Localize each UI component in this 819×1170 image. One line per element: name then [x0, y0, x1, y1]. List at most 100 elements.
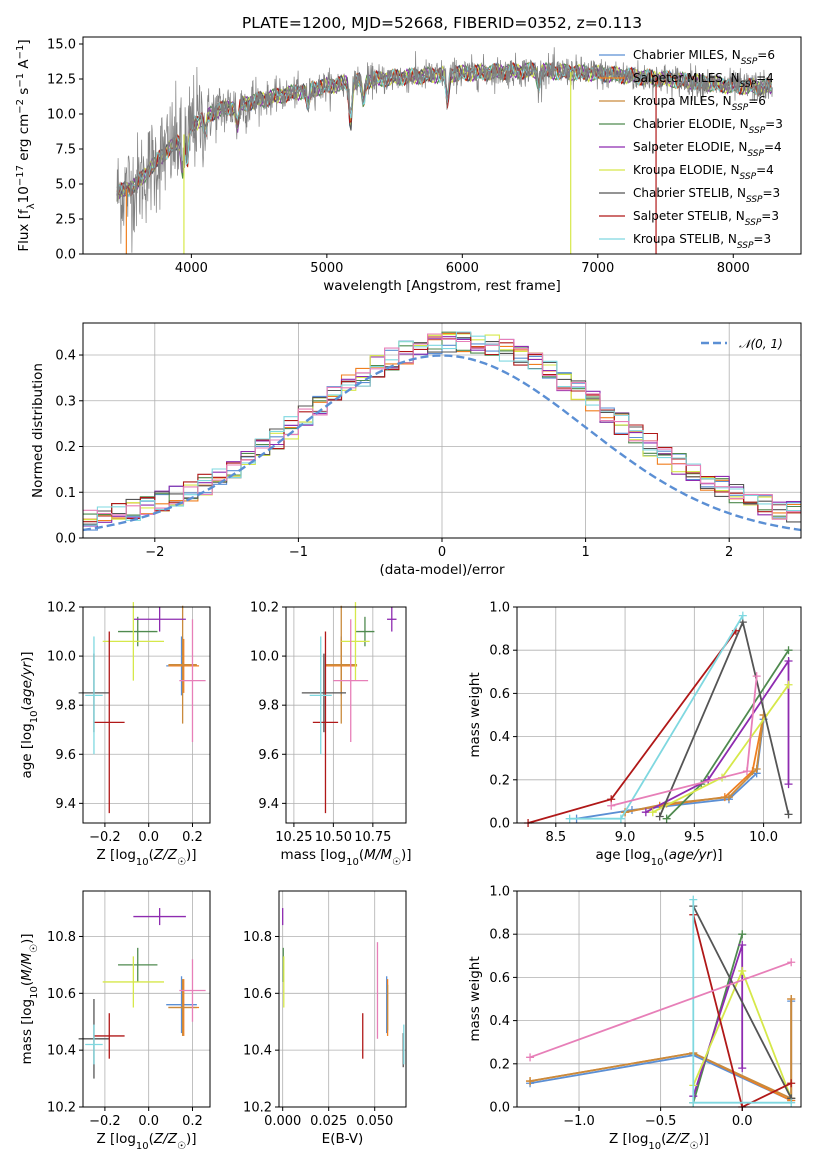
mass-weight-marker — [752, 672, 761, 681]
legend-sub: SSP — [747, 149, 764, 159]
spectrum-axes: 4000 5000 6000 7000 8000 0.0 2.5 5.0 7.5 10.0 12.5… — [15, 36, 802, 294]
errorbar-point — [133, 908, 186, 926]
mass-vs-Z-panel: −0.2 0.0 0.210.210.410.610.8Z [log10(Z/Z☉)… — [19, 890, 211, 1152]
weight-vs-Z-marks — [526, 895, 796, 1111]
label-part: ( — [663, 847, 668, 863]
x-tick-label: 4000 — [175, 261, 208, 276]
label-part: ☉ — [29, 944, 40, 953]
label-part: wavelength [Angstrom, rest frame] — [323, 278, 561, 294]
mass-weight-marker — [724, 793, 733, 802]
y-tick-label: 10.4 — [47, 1044, 76, 1059]
y-tick-label: 12.5 — [47, 73, 76, 88]
mass-weight-marker — [787, 995, 796, 1003]
label-part: age [log — [595, 847, 650, 863]
mass-vs-ebv-panel: 0.000 0.025 0.050 10.2 10.4 10.6 10.8 E(B-V) — [243, 890, 407, 1147]
residual-hist-axes: −2 −1 0 1 2 0.0 0.1 0.2 0.3 0.4 𝒩(0, 1) (data-model… — [30, 322, 802, 578]
legend-entry: Kroupa STELIB, NSSP=3 — [633, 232, 771, 251]
y-tick-label: 1.0 — [489, 601, 510, 616]
x-tick-label: 7000 — [581, 261, 614, 276]
label-part: s — [16, 88, 32, 99]
legend-text: Chabrier ELODIE, N — [633, 117, 749, 131]
y-tick-label: 0.3 — [55, 394, 76, 409]
y-tick-label: 10.2 — [243, 1101, 272, 1116]
y-axis-label: mass [log10(M/M☉)] — [19, 933, 40, 1064]
residual-hist-panel: −2 −1 0 1 2 0.0 0.1 0.2 0.3 0.4 𝒩(0, 1) (data-model… — [30, 322, 802, 578]
mass-weight-marker — [742, 767, 751, 776]
y-tick-label: 9.6 — [55, 748, 76, 763]
mass-weight-line — [529, 999, 793, 1100]
x-axis-label: mass [log10(M/M☉)] — [280, 847, 411, 868]
x-tick-label: −1 — [289, 545, 308, 560]
y-tick-label: 0.0 — [489, 817, 510, 832]
x-tick-label: −1.0 — [563, 1114, 595, 1129]
y-tick-label: 5.0 — [55, 178, 76, 193]
mass-weight-marker — [607, 801, 616, 810]
mass-weight-marker — [738, 930, 747, 939]
label-part: ☉ — [177, 857, 186, 868]
x-tick-label: 6000 — [446, 261, 479, 276]
mass-weight-marker — [662, 814, 671, 823]
y-tick-label: 2.5 — [55, 213, 76, 228]
y-tick-label: 0.4 — [55, 349, 76, 364]
label-part: (data-model)/error — [379, 562, 505, 578]
weight-vs-Z-panel: −1.0 −0.5 0.0 0.0 0.2 0.4 0.6 0.8 1.0 Z [log10(Z/… — [467, 885, 802, 1152]
gaussian-curve — [82, 354, 802, 532]
x-tick-label: 10.50 — [315, 830, 352, 845]
legend-text: =3 — [765, 117, 783, 131]
plot-layer: 4000 5000 6000 7000 80000.02.55.07.510.012.5… — [15, 36, 802, 1152]
legend-entry: Chabrier MILES, NSSP=6 — [633, 48, 775, 67]
y-tick-label: 9.6 — [258, 748, 279, 763]
y-tick-label: 0.1 — [55, 486, 76, 501]
y-tick-label: 0.0 — [489, 1101, 510, 1116]
legend-entry: Kroupa MILES, NSSP=6 — [633, 94, 766, 113]
x-tick-label: 0.025 — [310, 1114, 347, 1129]
y-axis-label: Flux [fλ10−17 erg cm−2 s−1 A−1] — [15, 39, 37, 251]
y-tick-label: 0.6 — [489, 687, 510, 702]
errorbar-point — [93, 1013, 125, 1059]
age-vs-mass-marks — [301, 602, 397, 814]
y-tick-label: 10.2 — [47, 601, 76, 616]
label-part: 10 — [29, 986, 40, 999]
x-tick-label: 1 — [581, 545, 589, 560]
label-part: ( — [19, 705, 35, 710]
mass-weight-marker — [616, 814, 625, 823]
legend-sub: SSP — [740, 80, 757, 90]
y-tick-label: 10.2 — [47, 1101, 76, 1116]
mass-vs-ebv-axes: 0.000 0.025 0.050 10.2 10.4 10.6 10.8 E(B-V) — [243, 890, 407, 1147]
x-tick-label: 0.000 — [264, 1114, 301, 1129]
age-vs-mass-axes: 10.25 10.50 10.75 9.4 9.6 9.8 10.0 10.2 mass [lo… — [250, 601, 411, 868]
histogram-step-line — [83, 333, 801, 520]
label-part: 10 — [651, 857, 664, 868]
label-part: Z/Z — [153, 1131, 178, 1147]
label-part: ☉ — [689, 1141, 698, 1152]
errorbar-point — [333, 619, 369, 742]
y-axis-label: age [log10(age/yr)] — [19, 651, 40, 778]
errorbar-point — [102, 602, 165, 681]
label-part: mass weight — [467, 956, 483, 1041]
errorbar-point — [387, 607, 397, 632]
label-part: )] — [712, 847, 723, 863]
x-axis-label: age [log10(age/yr)] — [595, 847, 722, 868]
legend-sub: SSP — [746, 195, 763, 205]
axes-frame — [82, 606, 211, 824]
histogram-step-line — [83, 331, 801, 517]
y-tick-label: 10.8 — [243, 930, 272, 945]
legend-sub: SSP — [740, 172, 757, 182]
mass-weight-marker — [738, 611, 747, 620]
label-part: )] — [19, 651, 35, 662]
legend-text: Salpeter STELIB, N — [633, 209, 745, 223]
figure-title: PLATE=1200, MJD=52668, FIBERID=0352, z=0… — [242, 14, 642, 32]
label-part: ( — [19, 981, 35, 986]
label-part: )] — [401, 847, 412, 863]
mass-weight-marker — [784, 646, 793, 655]
legend-entry: Chabrier STELIB, NSSP=3 — [633, 186, 780, 205]
label-part: Z [log — [97, 1131, 136, 1147]
label-part: mass weight — [467, 672, 483, 757]
legend-entry: Kroupa ELODIE, NSSP=4 — [633, 163, 774, 182]
x-tick-label: 9.0 — [615, 830, 636, 845]
y-tick-label: 9.4 — [258, 797, 279, 812]
spectrum-marks — [116, 47, 773, 254]
legend-text: =4 — [756, 71, 774, 85]
label-part: )] — [186, 847, 197, 863]
